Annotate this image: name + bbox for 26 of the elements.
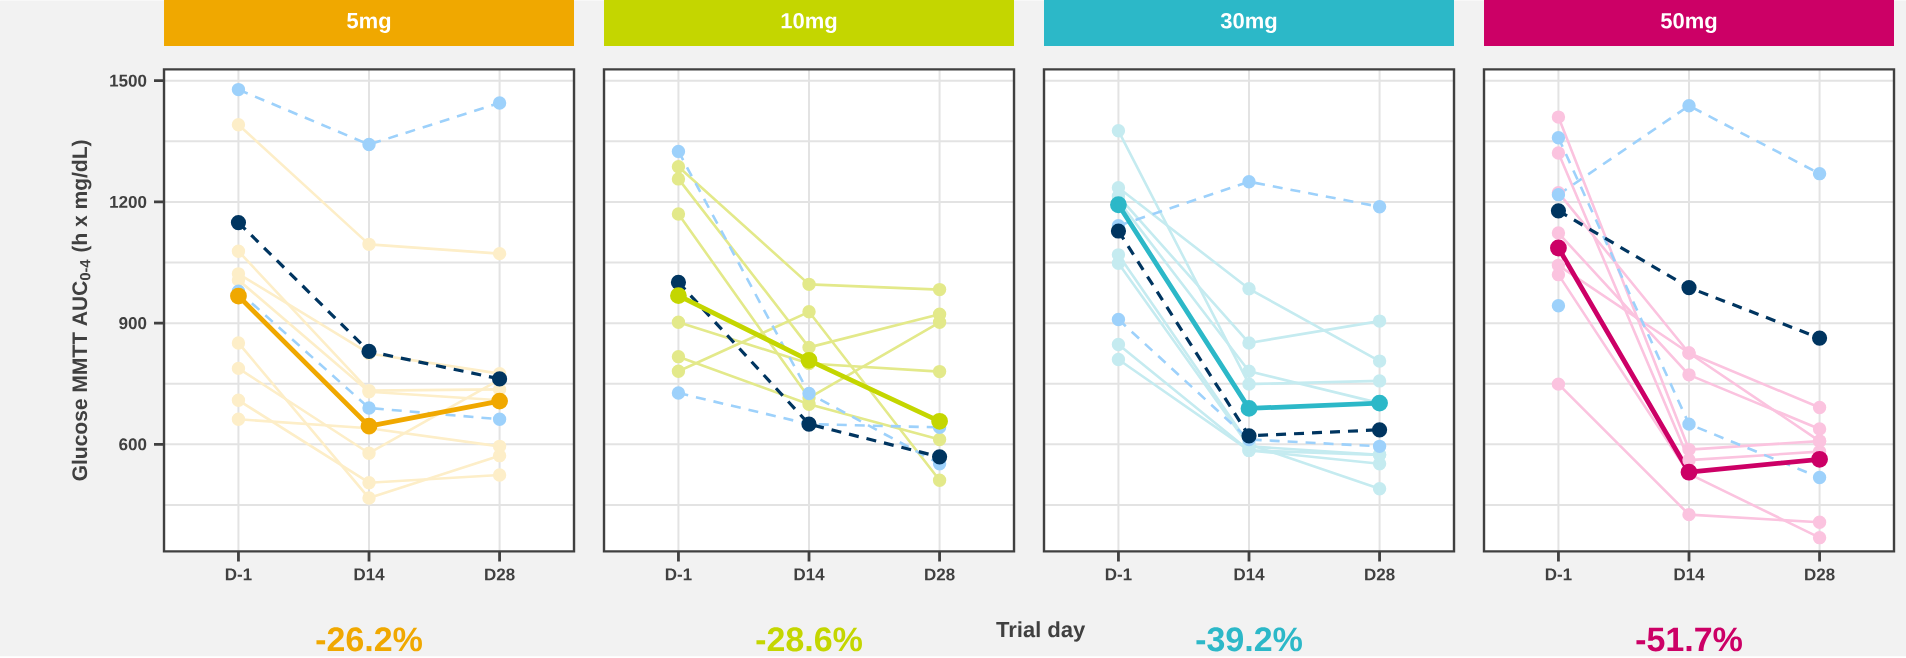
- x-tick-label: D14: [354, 568, 385, 581]
- y-tick-label: 1200: [110, 195, 147, 208]
- chart-title: 5mg: [347, 13, 391, 33]
- x-tick-label: D28: [925, 568, 955, 581]
- text: -39.2%: [1196, 627, 1302, 652]
- x-tick-label: D-1: [1545, 568, 1572, 581]
- x-tick-label: D-1: [665, 568, 692, 581]
- x-tick-label: D14: [1674, 568, 1705, 581]
- x-tick-label: D-1: [1105, 568, 1132, 581]
- x-axis-title: Trial day: [996, 621, 1086, 642]
- x-tick-label: D28: [1805, 568, 1835, 581]
- text: -51.7%: [1636, 627, 1742, 652]
- y-axis-title: Glucose MMTT AUC$_{0-4}$ (h x mg/dL): [71, 140, 92, 481]
- chart-title: 30mg: [1220, 12, 1277, 33]
- chart-title: 50mg: [1660, 12, 1717, 33]
- y-tick-label: 900: [119, 317, 147, 330]
- chart-title: 10mg: [781, 12, 837, 33]
- x-tick-label: D28: [485, 568, 515, 581]
- text: -26.2%: [316, 627, 422, 652]
- text: -28.6%: [756, 627, 862, 652]
- x-tick-label: D-1: [225, 568, 252, 581]
- y-tick-label: 600: [119, 438, 147, 451]
- x-tick-label: D28: [1365, 568, 1395, 581]
- x-tick-label: D14: [1234, 568, 1265, 581]
- x-tick-label: D14: [794, 568, 825, 581]
- y-tick-label: 1500: [110, 74, 147, 87]
